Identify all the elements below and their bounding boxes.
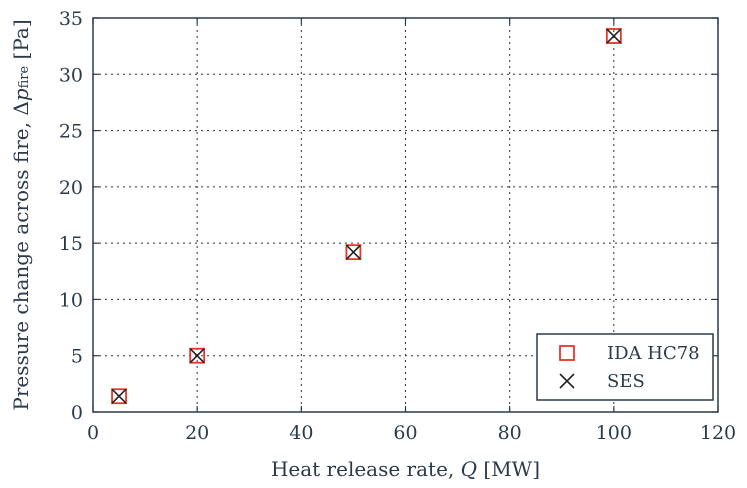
y-axis-title-sub: fire — [17, 66, 32, 89]
plot-frame — [92, 17, 719, 413]
x-tick-label: 60 — [393, 422, 417, 444]
data-point-ses — [111, 388, 127, 404]
y-tick-label: 35 — [59, 8, 83, 30]
data-point-ida-hc78 — [345, 244, 362, 261]
y-tick-label: 15 — [59, 233, 83, 255]
y-tick-label: 5 — [71, 346, 83, 368]
x-tick-label: 40 — [289, 422, 313, 444]
x-axis-title-var: Q — [461, 457, 477, 481]
x-tick-label: 0 — [87, 422, 99, 444]
x-axis-title-unit: [MW] — [477, 457, 540, 481]
legend-marker-ida-hc78 — [559, 345, 575, 361]
data-point-ida-hc78 — [189, 347, 206, 364]
y-tick-label: 25 — [59, 121, 83, 143]
data-point-ses — [345, 244, 361, 260]
x-axis-title-main: Heat release rate, — [271, 457, 461, 481]
y-tick-label: 0 — [71, 402, 83, 424]
legend-label-ida-hc78: IDA HC78 — [607, 343, 700, 364]
y-axis-title-var: p — [9, 88, 33, 101]
legend-label-ses: SES — [607, 371, 645, 392]
x-axis-title: Heat release rate, Q [MW] — [271, 457, 540, 481]
legend-square-marker — [559, 345, 575, 361]
data-point-ses — [189, 348, 205, 364]
x-tick-label: 100 — [596, 422, 632, 444]
data-points — [111, 28, 622, 405]
y-tick-label: 10 — [59, 289, 83, 311]
data-point-ida-hc78 — [605, 28, 622, 44]
y-tick-label: 30 — [59, 64, 83, 86]
y-axis-title: Pressure change across fire, Δpfire [Pa] — [9, 19, 33, 410]
legend: IDA HC78 SES — [536, 333, 714, 401]
grid — [93, 18, 718, 412]
y-tick-label: 20 — [59, 177, 83, 199]
data-point-ida-hc78 — [111, 388, 127, 405]
data-point-ses — [606, 28, 622, 44]
x-tick-label: 80 — [498, 422, 522, 444]
axis-ticks: 0 20 40 60 80 100 120 0 5 10 15 20 25 30 35 — [59, 8, 736, 444]
y-axis-title-unit: [Pa] — [9, 19, 33, 65]
x-tick-label: 120 — [700, 422, 736, 444]
legend-marker-ses — [559, 373, 575, 389]
x-tick-label: 20 — [185, 422, 209, 444]
legend-box — [536, 333, 714, 401]
legend-x-marker — [559, 373, 575, 389]
y-axis-title-main: Pressure change across fire, Δ — [9, 101, 33, 410]
